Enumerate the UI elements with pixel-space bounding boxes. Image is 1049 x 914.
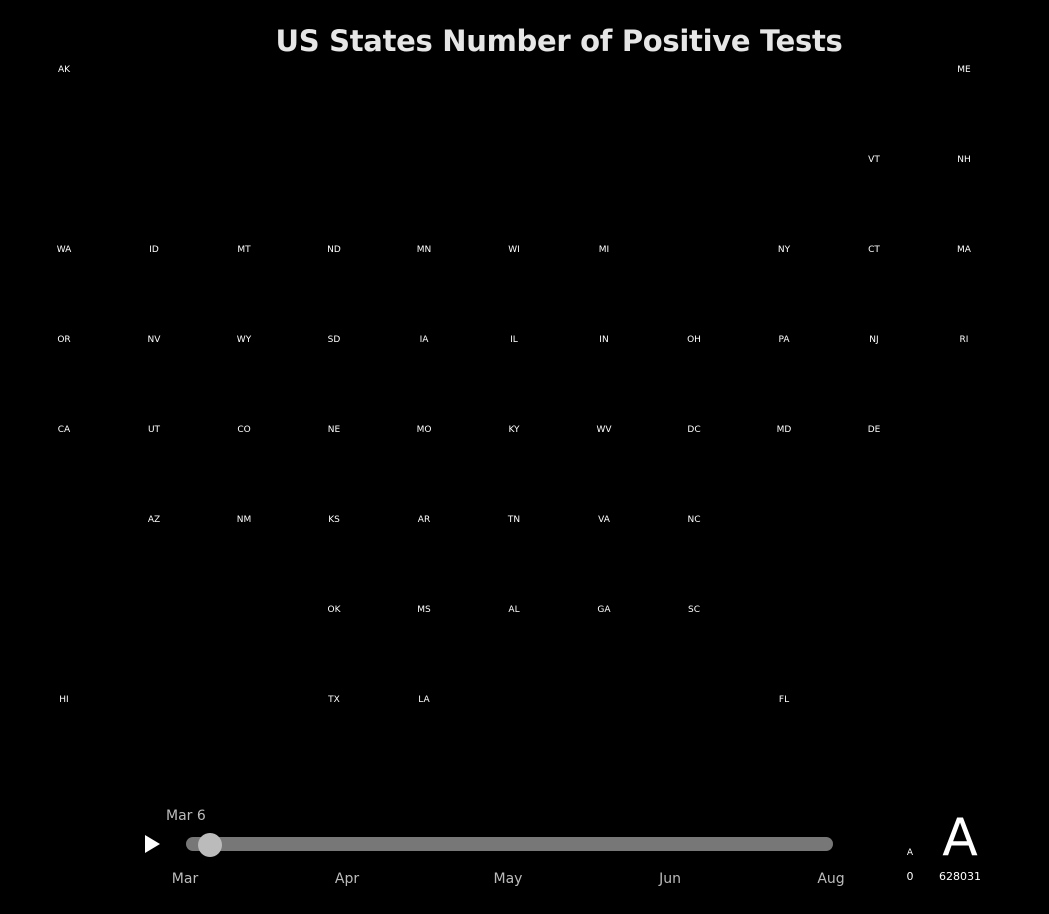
state-tile-grid: AK ME VT NH WA ID MT ND MN WI MI NY CT MA OR NV WY SD IA IL… [56, 65, 971, 705]
state-label-al: AL [508, 605, 520, 615]
state-label-id: ID [149, 245, 159, 255]
current-date-label: Mar 6 [166, 808, 206, 824]
state-label-mi: MI [598, 245, 610, 255]
state-label-wa: WA [56, 245, 72, 255]
state-label-ri: RI [959, 335, 969, 345]
state-label-nh: NH [957, 155, 971, 165]
state-label-co: CO [237, 425, 251, 435]
state-label-ok: OK [327, 605, 341, 615]
legend-min-symbol: A [906, 848, 914, 858]
state-label-sc: SC [688, 605, 700, 615]
state-label-ga: GA [597, 605, 611, 615]
month-tick-aug: Aug [817, 871, 845, 887]
play-button[interactable] [145, 835, 160, 853]
state-label-de: DE [867, 425, 881, 435]
state-label-ia: IA [419, 335, 429, 345]
state-label-mo: MO [416, 425, 432, 435]
state-label-pa: PA [778, 335, 790, 345]
state-label-nj: NJ [869, 335, 879, 345]
timeline-slider-handle[interactable] [198, 833, 223, 857]
state-label-il: IL [510, 335, 518, 345]
state-label-la: LA [418, 695, 430, 705]
month-tick-jun: Jun [659, 871, 681, 887]
state-label-wy: WY [236, 335, 252, 345]
state-label-az: AZ [147, 515, 161, 525]
state-label-ca: CA [57, 425, 71, 435]
state-label-mn: MN [416, 245, 432, 255]
state-label-me: ME [957, 65, 971, 75]
state-label-sd: SD [327, 335, 341, 345]
state-label-nv: NV [147, 335, 161, 345]
state-label-mt: MT [237, 245, 251, 255]
state-label-tn: TN [507, 515, 521, 525]
legend-min-value: 0 [906, 870, 914, 883]
state-label-va: VA [598, 515, 610, 525]
state-label-fl: FL [778, 695, 790, 705]
state-label-nd: ND [327, 245, 341, 255]
state-label-ma: MA [957, 245, 971, 255]
state-label-wv: WV [596, 425, 612, 435]
month-tick-may: May [493, 871, 523, 887]
state-label-in: IN [599, 335, 609, 345]
state-label-ky: KY [508, 425, 520, 435]
state-label-tx: TX [328, 695, 340, 705]
state-label-wi: WI [508, 245, 520, 255]
month-tick-apr: Apr [334, 871, 360, 887]
state-label-ut: UT [147, 425, 161, 435]
state-label-ar: AR [417, 515, 431, 525]
state-label-oh: OH [687, 335, 701, 345]
state-label-md: MD [776, 425, 792, 435]
state-label-ny: NY [777, 245, 791, 255]
state-label-vt: VT [868, 155, 880, 165]
state-label-nc: NC [687, 515, 701, 525]
state-label-or: OR [57, 335, 71, 345]
legend-max-value: 628031 [939, 870, 981, 883]
state-label-dc: DC [687, 425, 701, 435]
timeline-slider-track[interactable] [186, 837, 833, 851]
state-label-ak: AK [57, 65, 71, 75]
state-label-ms: MS [417, 605, 431, 615]
state-label-ct: CT [868, 245, 880, 255]
legend-max-symbol: A [942, 808, 978, 868]
chart-title: US States Number of Positive Tests [275, 24, 843, 58]
state-label-ne: NE [327, 425, 341, 435]
month-tick-mar: Mar [171, 871, 199, 887]
state-label-hi: HI [59, 695, 69, 705]
state-label-ks: KS [328, 515, 340, 525]
state-label-nm: NM [236, 515, 252, 525]
